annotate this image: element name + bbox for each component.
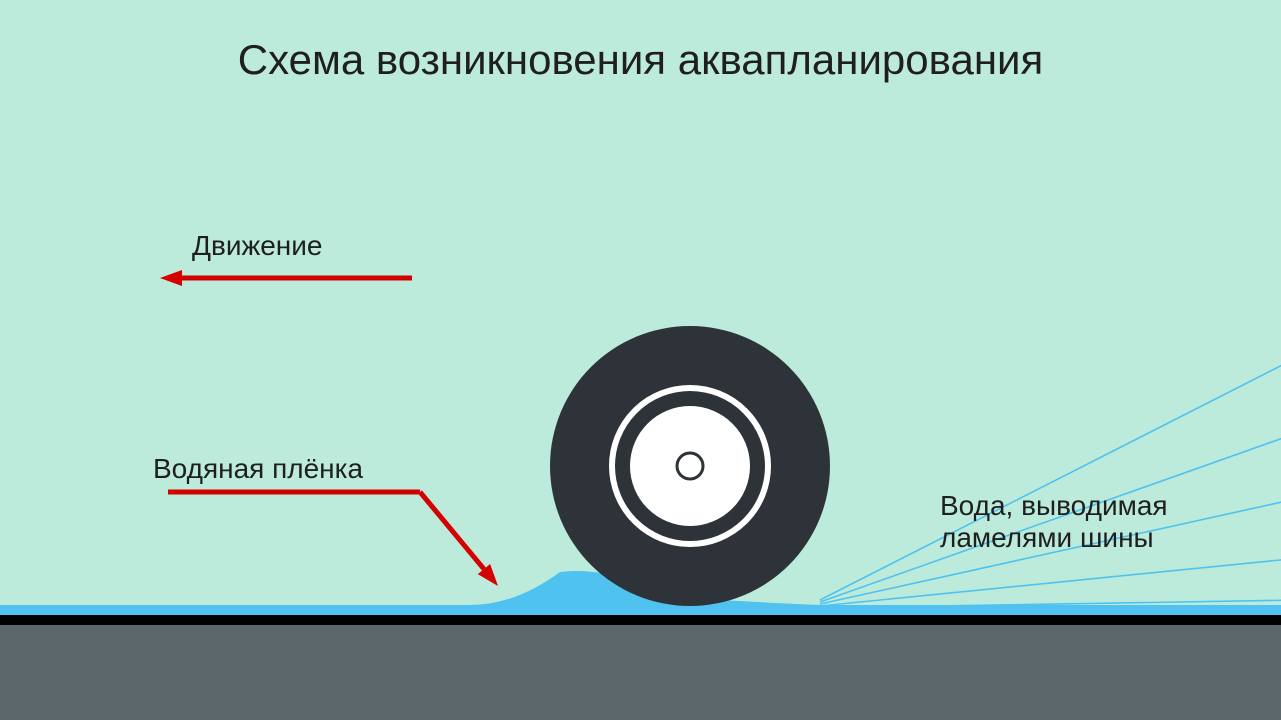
- diagram-svg: [0, 0, 1281, 720]
- road: [0, 615, 1281, 720]
- water-film-label: Водяная плёнка: [153, 453, 363, 485]
- spray-label: Вода, выводимая ламелями шины: [940, 490, 1168, 554]
- road-top-line: [0, 615, 1281, 625]
- rim-inner: [630, 406, 750, 526]
- movement-label: Движение: [192, 230, 322, 262]
- diagram-canvas: Схема возникновения аквапланирования Дви…: [0, 0, 1281, 720]
- diagram-title: Схема возникновения аквапланирования: [0, 36, 1281, 84]
